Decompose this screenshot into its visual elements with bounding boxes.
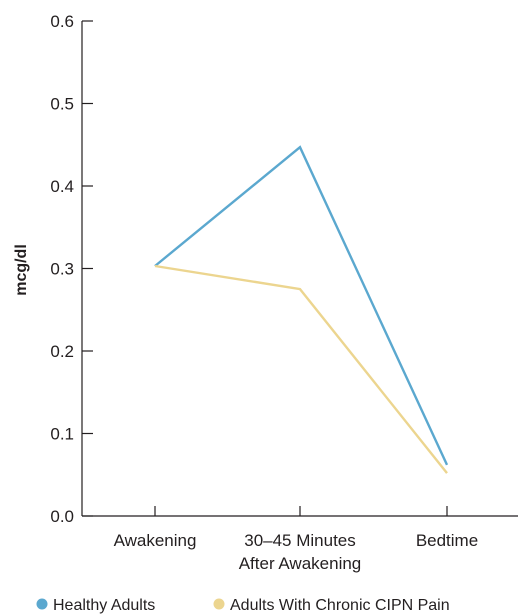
y-tick-label: 0.0: [50, 507, 74, 526]
y-axis-title: mcg/dl: [13, 244, 30, 296]
y-tick-label: 0.3: [50, 260, 74, 279]
series-line-1: [154, 145, 449, 466]
y-tick-label: 0.2: [50, 342, 74, 361]
x-tick-label-line: Bedtime: [416, 531, 478, 550]
x-tick-label: Bedtime: [416, 531, 478, 550]
series-lines: [154, 145, 449, 474]
x-axis: Awakening 30–45 Minutes After Awakening Bed…: [82, 506, 518, 573]
y-axis: 0.0 0.1 0.2 0.3 0.4 0.5 0.6: [50, 12, 93, 526]
x-tick-label: Awakening: [114, 531, 197, 550]
legend-marker-2: [213, 598, 225, 610]
y-tick-label: 0.4: [50, 177, 74, 196]
x-tick-label-line: 30–45 Minutes: [244, 531, 356, 550]
legend-label-2: Adults With Chronic CIPN Pain: [230, 597, 450, 614]
legend: Healthy Adults Adults With Chronic CIPN P…: [36, 597, 450, 614]
y-tick-label: 0.5: [50, 95, 74, 114]
y-tick-label: 0.1: [50, 425, 74, 444]
x-tick-label: 30–45 Minutes After Awakening: [239, 531, 362, 573]
x-tick-label-line: Awakening: [114, 531, 197, 550]
legend-label-1: Healthy Adults: [53, 597, 155, 614]
y-tick-label: 0.6: [50, 12, 74, 31]
x-tick-label-line: After Awakening: [239, 554, 362, 573]
legend-marker-1: [36, 598, 48, 610]
series-line-2: [154, 264, 448, 474]
